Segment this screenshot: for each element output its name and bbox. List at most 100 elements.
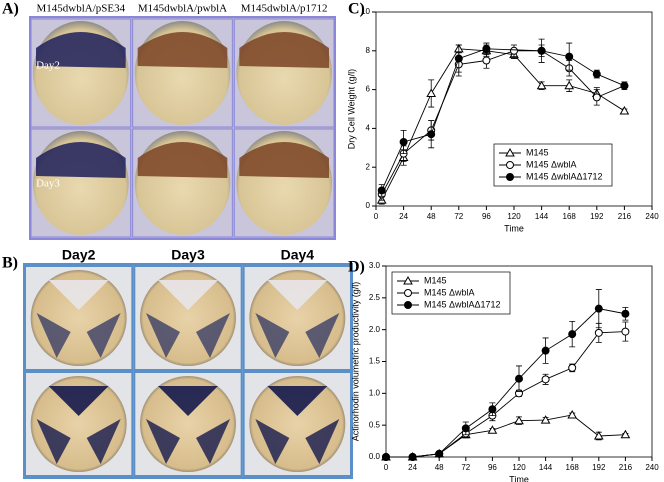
marker	[540, 415, 551, 424]
row-label: Day3	[36, 178, 60, 190]
x-tick-label: 48	[427, 212, 436, 221]
growth	[305, 313, 340, 358]
growth	[196, 419, 230, 464]
x-tick-label: 0	[384, 463, 389, 472]
legend-label: M145 ΔwblAΔ1712	[526, 171, 603, 181]
marker	[377, 186, 386, 195]
marker	[621, 327, 630, 336]
series-line	[381, 48, 625, 201]
row-label: Day2	[36, 60, 60, 72]
marker	[461, 424, 470, 433]
growth	[86, 313, 121, 358]
y-tick-label: 8	[366, 46, 371, 55]
panel-label: D)	[348, 259, 365, 276]
y-tick-label: 2.0	[369, 325, 381, 334]
y-tick-label: 6	[366, 85, 371, 94]
column-label: M145dwblA/pSE34	[37, 3, 126, 15]
y-axis-label: Dry Cell Weight (g/l)	[346, 69, 356, 149]
growth	[137, 32, 228, 68]
y-tick-label: 0	[366, 201, 371, 210]
x-tick-label: 240	[645, 463, 659, 472]
marker	[435, 449, 444, 458]
growth	[267, 280, 328, 310]
marker	[565, 52, 574, 61]
y-tick-label: 0.5	[369, 420, 381, 429]
y-tick-label: 2	[366, 162, 371, 171]
x-tick-label: 24	[399, 212, 408, 221]
marker	[541, 346, 550, 355]
growth	[48, 386, 109, 416]
legend-box	[391, 271, 511, 315]
legend-label: M145	[526, 147, 549, 157]
y-tick-label: 2.5	[369, 293, 381, 302]
x-tick-label: 120	[512, 463, 526, 472]
marker	[568, 330, 577, 339]
growth	[137, 142, 228, 178]
legend-marker	[404, 289, 412, 297]
marker	[537, 46, 546, 55]
x-tick-label: 72	[454, 212, 463, 221]
column-label: M145dwblA/p1712	[241, 3, 328, 15]
series-line	[386, 414, 626, 458]
column-label: Day4	[281, 247, 315, 263]
panel-b-photos	[23, 263, 353, 479]
growth	[267, 386, 328, 416]
marker	[592, 93, 601, 102]
marker	[621, 309, 630, 318]
marker	[594, 304, 603, 313]
y-tick-label: 3.0	[369, 261, 381, 270]
legend-label: M145 ΔwblA	[526, 159, 577, 169]
panel-label: C)	[348, 1, 365, 18]
x-tick-label: 120	[507, 212, 521, 221]
legend-marker	[505, 147, 515, 157]
growth	[239, 142, 329, 178]
x-tick-label: 216	[619, 463, 633, 472]
marker	[592, 70, 601, 79]
y-axis-label: Actinorhodin volumetric productivity (g/…	[350, 282, 360, 442]
marker	[564, 80, 575, 90]
y-tick-label: 1.0	[369, 388, 381, 397]
legend-label: M145 ΔwblAΔ1712	[424, 299, 501, 309]
panel-label: A)	[2, 1, 19, 18]
growth	[255, 419, 290, 464]
x-tick-label: 192	[590, 212, 604, 221]
growth	[86, 419, 121, 464]
x-tick-label: 48	[435, 463, 444, 472]
marker	[619, 105, 630, 115]
growth	[196, 313, 230, 358]
growth	[146, 419, 180, 464]
marker	[482, 44, 491, 53]
x-axis-label: Time	[509, 474, 529, 482]
marker	[515, 374, 523, 383]
marker	[541, 375, 550, 384]
legend-marker	[506, 161, 514, 169]
y-tick-label: 10	[361, 7, 370, 16]
panel-label: B)	[2, 255, 18, 272]
growth	[48, 280, 109, 310]
marker	[568, 363, 577, 372]
marker	[408, 453, 417, 461]
growth	[36, 419, 71, 464]
y-tick-label: 1.5	[369, 357, 381, 366]
legend-marker	[403, 275, 413, 285]
growth	[36, 32, 126, 68]
legend-label: M145 ΔwblA	[424, 287, 475, 297]
x-tick-label: 0	[374, 212, 379, 221]
x-tick-label: 168	[563, 212, 577, 221]
marker	[510, 46, 518, 55]
x-tick-label: 96	[488, 463, 497, 472]
x-tick-label: 72	[461, 463, 470, 472]
legend-marker	[404, 301, 412, 309]
growth	[158, 280, 218, 310]
legend-marker	[506, 173, 514, 181]
x-tick-label: 168	[566, 463, 580, 472]
marker	[536, 80, 547, 90]
marker	[567, 409, 578, 419]
growth	[146, 313, 180, 358]
marker	[620, 81, 629, 90]
legend-label: M145	[424, 275, 447, 285]
growth	[239, 32, 329, 68]
column-label: Day2	[62, 247, 96, 263]
